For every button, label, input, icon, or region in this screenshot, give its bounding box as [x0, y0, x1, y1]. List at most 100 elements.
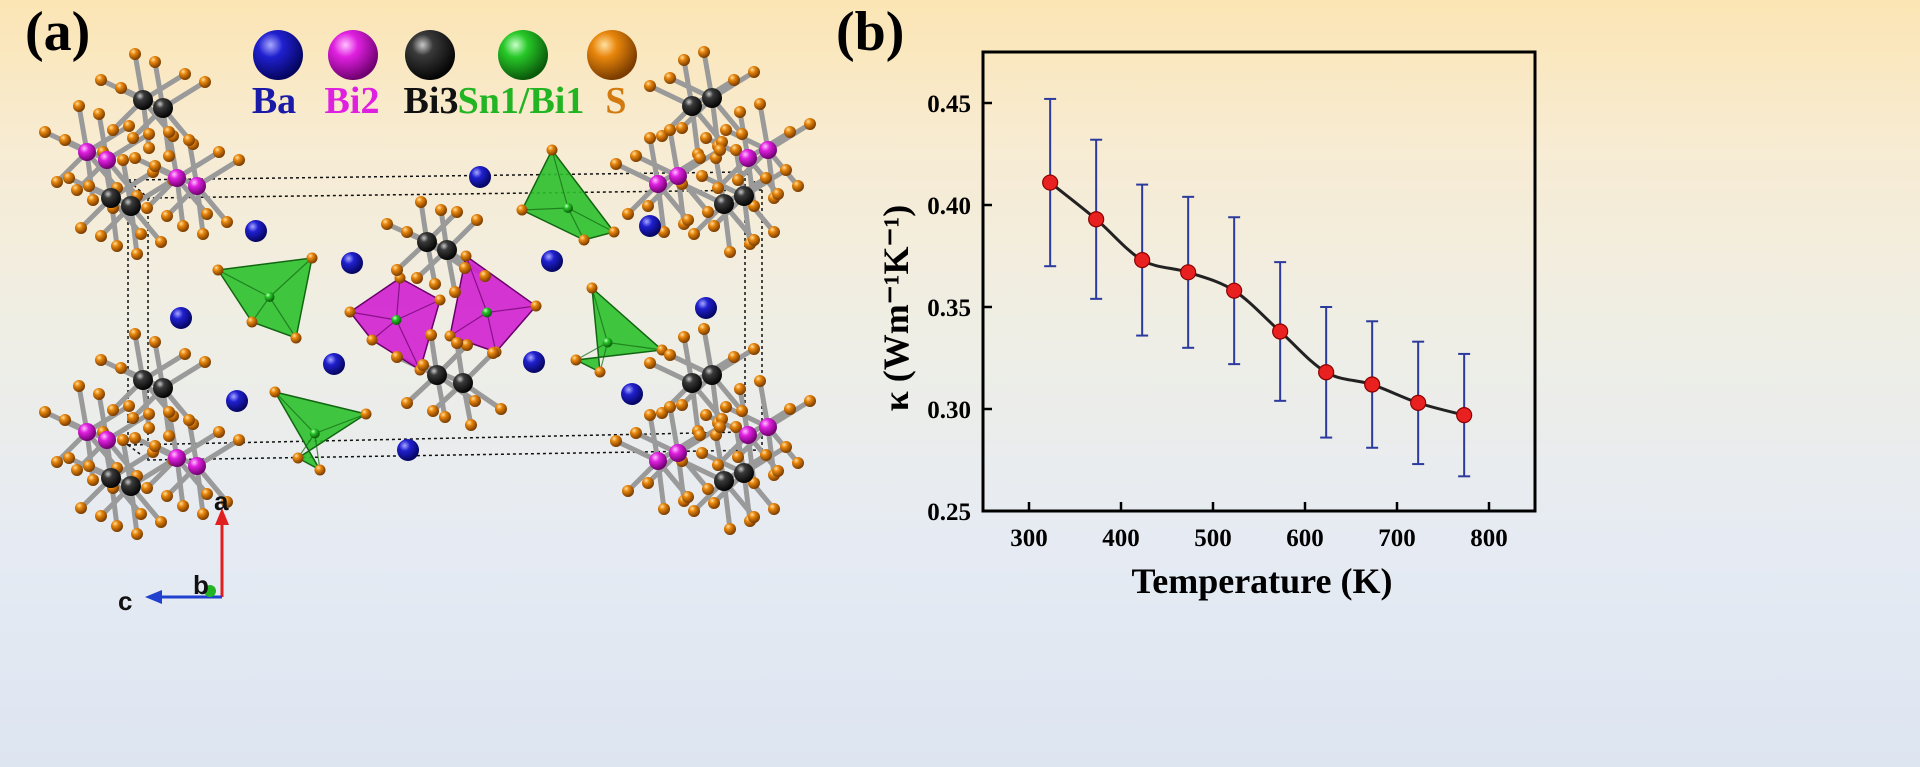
s-atom: [95, 510, 107, 522]
bi2-atom: [669, 444, 687, 462]
s-atom: [197, 228, 209, 240]
s-atom: [163, 430, 175, 442]
s-atom: [702, 483, 714, 495]
s-atom: [131, 528, 143, 540]
s-atom: [425, 329, 437, 341]
bi2-atom: [739, 149, 757, 167]
s-atom: [123, 120, 135, 132]
s-atom: [115, 362, 127, 374]
s-atom: [411, 272, 423, 284]
s-atom: [401, 226, 413, 238]
s-atom: [461, 339, 473, 351]
s-atom: [439, 411, 451, 423]
data-point: [1272, 323, 1289, 340]
panel-b-label: (b): [836, 1, 904, 63]
s-atom: [427, 405, 439, 417]
s-atom: [698, 46, 710, 58]
data-point: [1456, 407, 1473, 424]
data-points: [1042, 174, 1473, 424]
s-atom: [760, 172, 772, 184]
s-atom: [131, 248, 143, 260]
ba-atom: [226, 390, 248, 412]
ba-atom: [639, 215, 661, 237]
s-atom: [161, 210, 173, 222]
s-atom: [495, 403, 507, 415]
error-bars: [1044, 97, 1471, 478]
s-atom: [39, 406, 51, 418]
s-atom: [183, 414, 195, 426]
s-atom: [664, 349, 676, 361]
s-atom: [129, 152, 141, 164]
bi3-atom: [702, 365, 722, 385]
x-tick-label: 400: [1102, 525, 1140, 552]
s-atom: [664, 124, 676, 136]
s-atom: [95, 354, 107, 366]
x-tick-label: 300: [1010, 525, 1048, 552]
s-atom: [51, 176, 63, 188]
s-atom: [730, 144, 742, 156]
s-atom: [127, 132, 139, 144]
element-legend: Ba Bi2 Bi3 Sn1/Bi1 S: [252, 30, 637, 122]
s-atom: [123, 400, 135, 412]
s-atom: [149, 440, 161, 452]
s-atom: [728, 74, 740, 86]
s-atom: [83, 180, 95, 192]
bi2-polyhedron: [344, 272, 446, 376]
x-axis-title: Temperature (K): [1132, 561, 1393, 601]
c-axis-arrow-icon: [145, 590, 162, 604]
sn-polyhedron: [269, 386, 372, 476]
s-atom: [87, 474, 99, 486]
bi2-atom: [669, 167, 687, 185]
s-atom: [760, 449, 772, 461]
s-atom: [71, 184, 83, 196]
s-atom: [784, 403, 796, 415]
s-atom: [391, 264, 403, 276]
s-atom: [724, 246, 736, 258]
s-atom: [804, 118, 816, 130]
s-atom: [792, 180, 804, 192]
s-atom: [724, 523, 736, 535]
s-atom: [143, 128, 155, 140]
s-atom: [201, 488, 213, 500]
s-atom: [111, 240, 123, 252]
bi3-atom: [714, 471, 734, 491]
s-atom: [135, 508, 147, 520]
ba-atom: [523, 351, 545, 373]
s-atom: [736, 405, 748, 417]
y-tick-label: 0.40: [927, 193, 971, 220]
s-atom: [183, 134, 195, 146]
s-atom: [748, 343, 760, 355]
s-atom: [804, 395, 816, 407]
y-tick-label: 0.45: [927, 91, 971, 118]
axis-c-label: c: [118, 586, 132, 616]
bi3-atom: [133, 370, 153, 390]
s-atom: [199, 76, 211, 88]
y-tick-label: 0.25: [927, 499, 971, 526]
bi3-atom: [734, 186, 754, 206]
s-atom: [644, 132, 656, 144]
s-atom: [702, 206, 714, 218]
s-atom: [63, 452, 75, 464]
s-atom: [177, 220, 189, 232]
s-atom: [201, 208, 213, 220]
s-atom: [732, 174, 744, 186]
s-atom: [451, 206, 463, 218]
s-atom: [772, 188, 784, 200]
s-atom: [471, 214, 483, 226]
bi2-atom: [759, 418, 777, 436]
s-atom: [75, 222, 87, 234]
sn-polyhedron: [570, 282, 668, 378]
s-atom: [780, 164, 792, 176]
legend-bi3-label: Bi3: [404, 80, 459, 122]
sn-polyhedron: [516, 144, 620, 246]
legend-bi2-label: Bi2: [325, 80, 380, 122]
s-atom: [748, 511, 760, 523]
s-atom: [720, 401, 732, 413]
s-atom: [682, 491, 694, 503]
ba-atom: [541, 250, 563, 272]
s-atom: [59, 134, 71, 146]
bi3-atom: [133, 90, 153, 110]
s-atom: [199, 356, 211, 368]
a-axis-arrow-icon: [215, 508, 229, 525]
s-atom: [644, 357, 656, 369]
